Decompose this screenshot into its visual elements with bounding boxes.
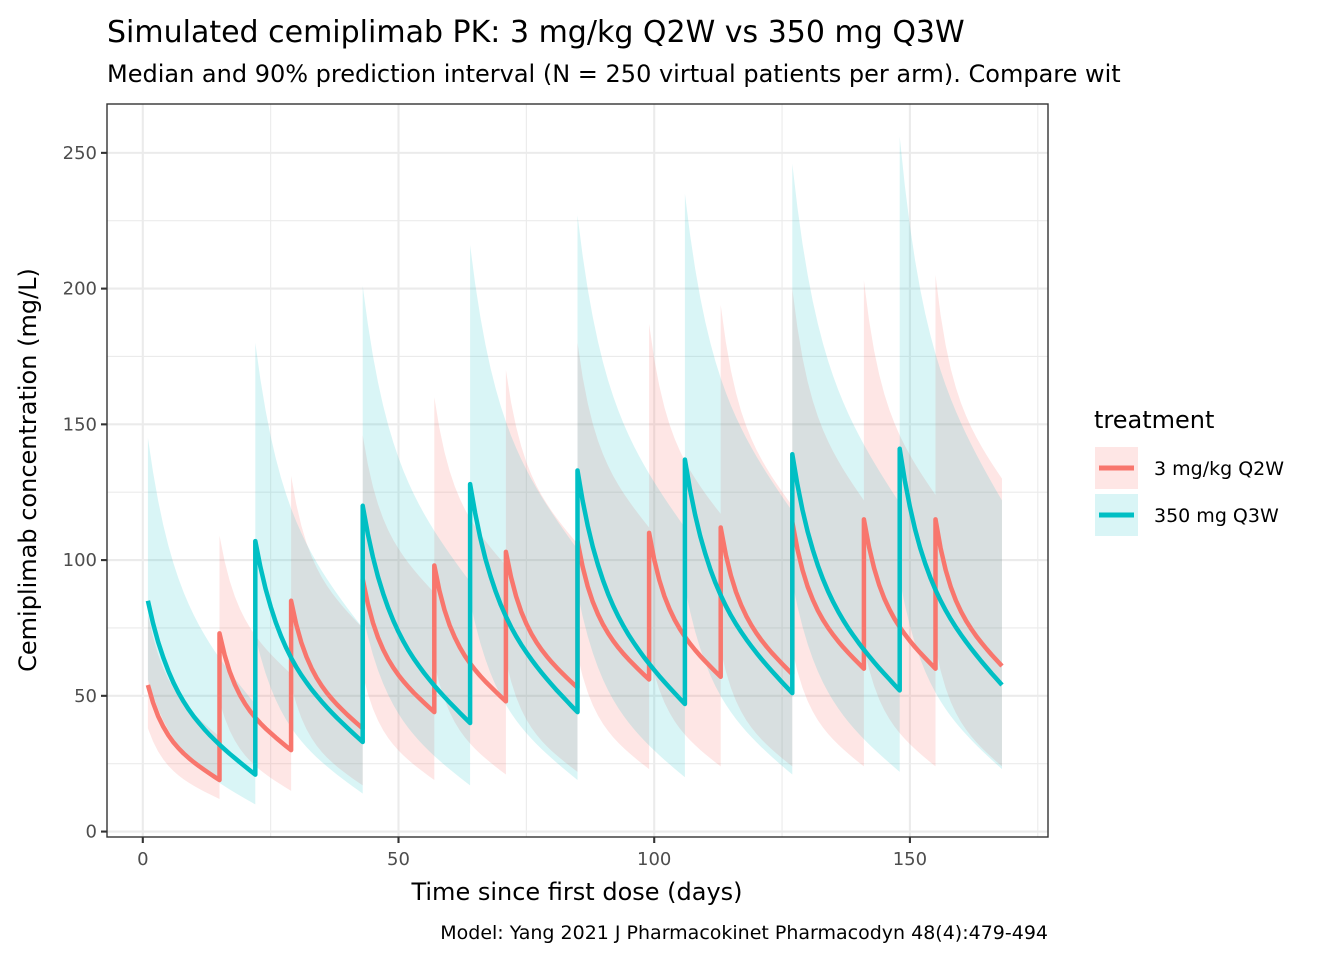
pi-ribbon-q3w — [577, 193, 685, 780]
y-tick-label: 200 — [63, 279, 97, 300]
median-lines — [145, 446, 1004, 783]
pi-ribbon-q3w — [470, 215, 578, 786]
legend-label-q3w: 350 mg Q3W — [1154, 505, 1279, 527]
pi-ribbon-q2w — [720, 288, 793, 767]
legend-label-q2w: 3 mg/kg Q2W — [1154, 458, 1284, 480]
pi-ribbon-q2w — [792, 280, 864, 767]
pi-ribbon-q3w — [684, 163, 793, 778]
x-axis-title: Time since first dose (days) — [410, 878, 742, 906]
pi-ribbon-q2w — [935, 275, 1002, 767]
axes: 0 50 100 150 0 50 100 150 200 250 — [63, 143, 927, 870]
pi-ribbon-q3w — [899, 136, 1002, 772]
prediction-interval-ribbons — [147, 136, 1002, 805]
y-tick-label: 100 — [63, 550, 97, 571]
legend-entry-q2w[interactable]: 3 mg/kg Q2W — [1095, 447, 1284, 489]
median-line-q3w — [145, 446, 1004, 777]
legend-title: treatment — [1094, 406, 1214, 434]
pi-ribbon-q2w — [362, 397, 435, 786]
chart-caption: Model: Yang 2021 J Pharmacokinet Pharmac… — [440, 922, 1048, 944]
x-tick-label: 100 — [637, 849, 671, 870]
pi-ribbon-q2w — [505, 342, 578, 775]
x-tick-label: 50 — [387, 849, 410, 870]
pi-ribbon-q2w — [291, 435, 363, 791]
chart-title: Simulated cemiplimab PK: 3 mg/kg Q2W vs … — [107, 15, 965, 50]
y-axis-title: Cemiplimab concentration (mg/L) — [14, 268, 42, 672]
pi-ribbon-q3w — [255, 285, 363, 805]
y-tick-label: 150 — [63, 414, 97, 435]
x-tick-label: 150 — [893, 849, 927, 870]
plot-panel-border — [106, 103, 1049, 838]
pi-ribbon-q3w — [362, 245, 471, 794]
x-tick-label: 0 — [137, 849, 148, 870]
legend-entry-q3w[interactable]: 350 mg Q3W — [1095, 494, 1279, 536]
y-tick-label: 50 — [74, 686, 97, 707]
y-tick-label: 0 — [86, 822, 97, 843]
y-tick-label: 250 — [63, 143, 97, 164]
chart-subtitle: Median and 90% prediction interval (N = … — [107, 60, 1121, 88]
legend: treatment 3 mg/kg Q2W 350 mg Q3W — [1094, 406, 1284, 536]
